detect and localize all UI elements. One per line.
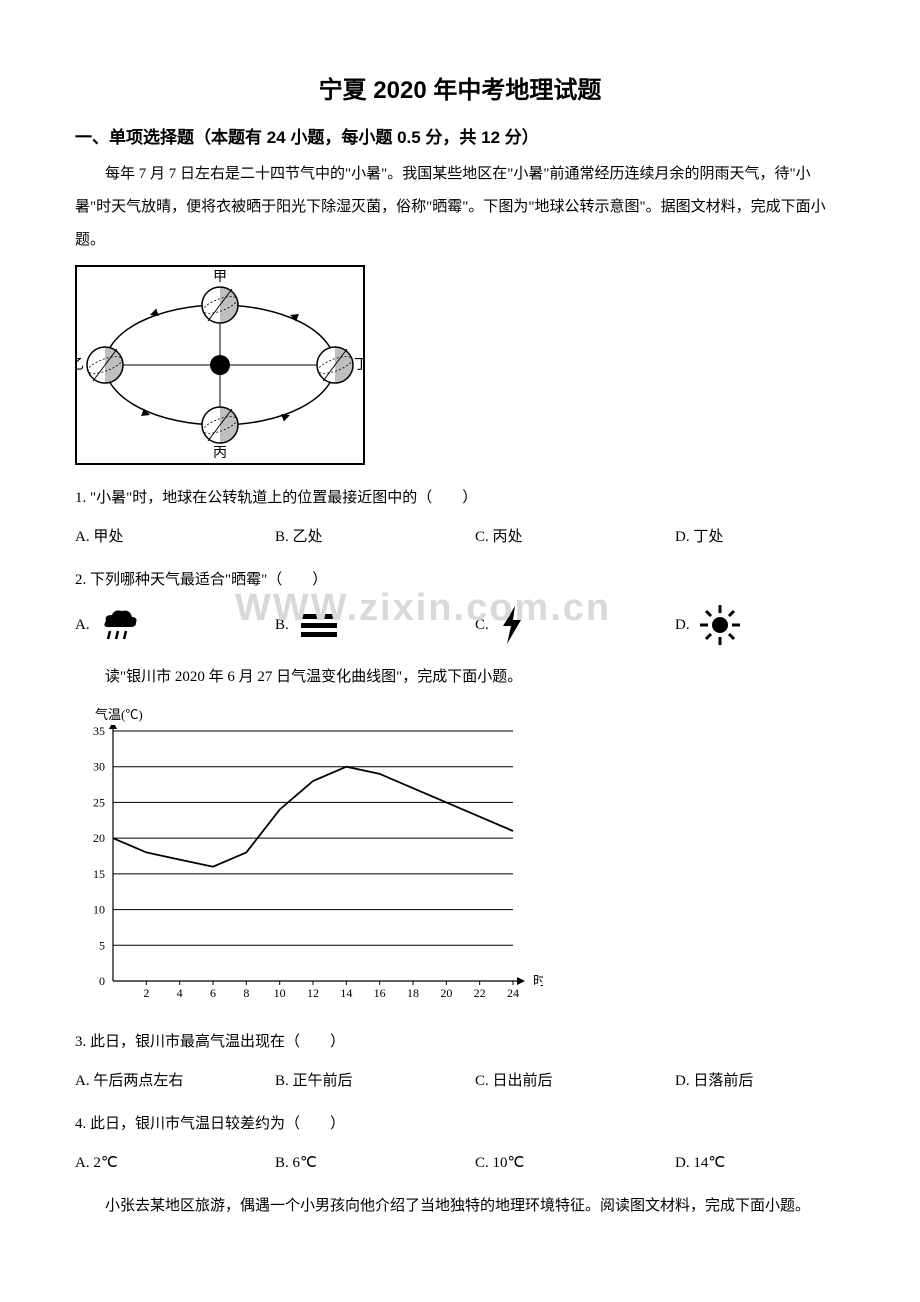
svg-text:丙: 丙 <box>213 446 227 461</box>
q2-option-c: C. <box>475 604 675 646</box>
svg-text:4: 4 <box>177 986 183 1000</box>
q1-option-a: A. 甲处 <box>75 521 275 554</box>
svg-text:35: 35 <box>93 725 105 738</box>
intro-paragraph-1: 每年 7 月 7 日左右是二十四节气中的"小暑"。我国某些地区在"小暑"前通常经… <box>75 158 845 257</box>
question-3: 3. 此日，银川市最高气温出现在（ ） <box>75 1026 845 1059</box>
svg-text:18: 18 <box>407 986 419 1000</box>
q3-option-a: A. 午后两点左右 <box>75 1065 275 1098</box>
q2-label-d: D. <box>675 617 690 634</box>
svg-text:22: 22 <box>474 986 486 1000</box>
svg-text:10: 10 <box>93 903 105 917</box>
svg-text:甲: 甲 <box>213 270 227 285</box>
intro-paragraph-2: 读"银川市 2020 年 6 月 27 日气温变化曲线图"，完成下面小题。 <box>75 661 845 694</box>
q4-option-d: D. 14℃ <box>675 1147 875 1180</box>
svg-text:2: 2 <box>143 986 149 1000</box>
svg-text:24: 24 <box>507 986 519 1000</box>
intro-paragraph-3: 小张去某地区旅游，偶遇一个小男孩向他介绍了当地独特的地理环境特征。阅读图文材料，… <box>75 1190 845 1223</box>
q4-option-a: A. 2℃ <box>75 1147 275 1180</box>
q2-label-c: C. <box>475 617 489 634</box>
svg-text:0: 0 <box>99 974 105 988</box>
lightning-icon <box>497 604 527 646</box>
svg-text:20: 20 <box>440 986 452 1000</box>
q1-option-b: B. 乙处 <box>275 521 475 554</box>
svg-text:8: 8 <box>243 986 249 1000</box>
svg-text:20: 20 <box>93 831 105 845</box>
svg-text:10: 10 <box>274 986 286 1000</box>
q3-options: A. 午后两点左右 B. 正午前后 C. 日出前后 D. 日落前后 <box>75 1065 845 1098</box>
orbit-diagram: 甲乙丙 丁 <box>75 265 845 470</box>
chart-y-caption: 气温(℃) <box>95 704 845 723</box>
svg-text:5: 5 <box>99 938 105 952</box>
question-2: 2. 下列哪种天气最适合"晒霉"（ ） <box>75 564 845 597</box>
q2-label-a: A. <box>75 617 90 634</box>
temperature-chart: 气温(℃) 0510152025303524681012141618202224… <box>75 704 845 1010</box>
svg-text:6: 6 <box>210 986 216 1000</box>
question-4: 4. 此日，银川市气温日较差约为（ ） <box>75 1108 845 1141</box>
q4-options: A. 2℃ B. 6℃ C. 10℃ D. 14℃ <box>75 1147 845 1180</box>
q2-option-d: D. <box>675 603 875 647</box>
fog-icon <box>297 610 341 640</box>
q1-option-d: D. 丁处 <box>675 521 875 554</box>
q3-option-b: B. 正午前后 <box>275 1065 475 1098</box>
question-1: 1. "小暑"时，地球在公转轨道上的位置最接近图中的（ ） <box>75 482 845 515</box>
svg-text:14: 14 <box>340 986 352 1000</box>
svg-text:15: 15 <box>93 867 105 881</box>
q4-option-c: C. 10℃ <box>475 1147 675 1180</box>
svg-text:16: 16 <box>374 986 386 1000</box>
q1-option-c: C. 丙处 <box>475 521 675 554</box>
q2-label-b: B. <box>275 617 289 634</box>
q3-option-c: C. 日出前后 <box>475 1065 675 1098</box>
q2-option-b: B. <box>275 610 475 640</box>
q2-options: A. B. C. D. <box>75 603 845 647</box>
q1-options: A. 甲处 B. 乙处 C. 丙处 D. 丁处 <box>75 521 845 554</box>
rain-icon <box>98 607 142 643</box>
svg-text:30: 30 <box>93 760 105 774</box>
svg-text:25: 25 <box>93 795 105 809</box>
svg-text:12: 12 <box>307 986 319 1000</box>
page-title: 宁夏 2020 年中考地理试题 <box>75 70 845 105</box>
svg-text:时: 时 <box>533 973 543 988</box>
section-heading: 一、单项选择题（本题有 24 小题，每小题 0.5 分，共 12 分） <box>75 123 845 148</box>
q4-option-b: B. 6℃ <box>275 1147 475 1180</box>
q3-option-d: D. 日落前后 <box>675 1065 875 1098</box>
svg-text:丁: 丁 <box>354 358 365 373</box>
svg-text:乙: 乙 <box>75 357 84 373</box>
q2-option-a: A. <box>75 607 275 643</box>
sun-icon <box>698 603 742 647</box>
